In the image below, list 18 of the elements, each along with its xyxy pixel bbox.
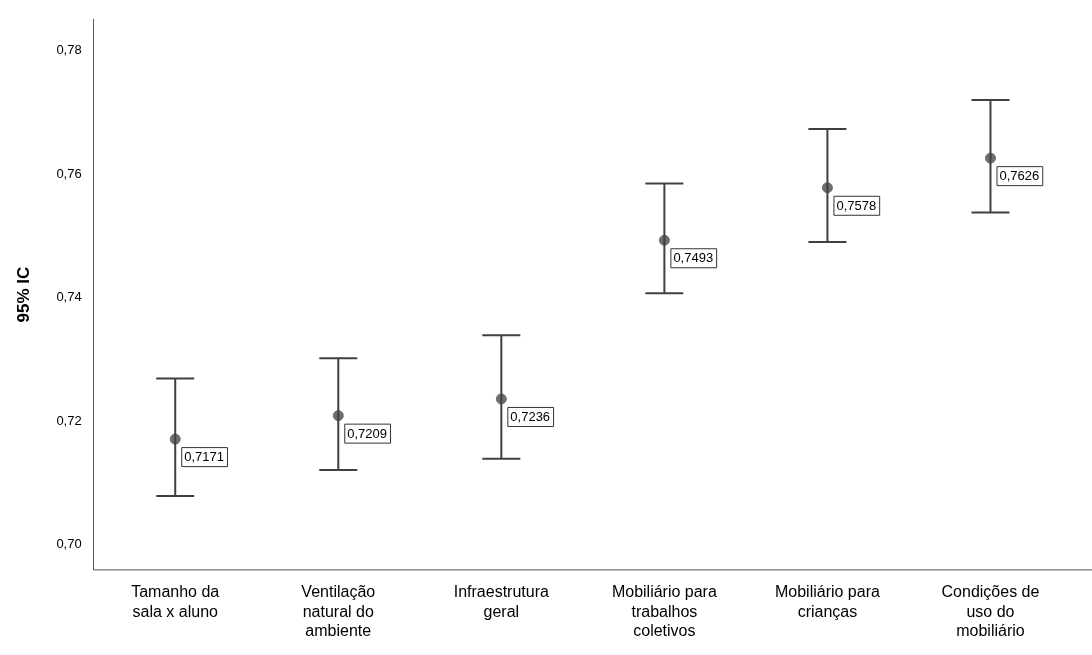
x-tick-label: Infraestrutura geral (453, 583, 550, 620)
x-tick-label: Tamanho da sala x aluno (131, 583, 220, 620)
data-label: 0,7626 (999, 168, 1040, 184)
x-tick-label: Ventilação natural do ambiente (301, 583, 376, 639)
data-label: 0,7171 (184, 449, 224, 465)
data-label: 0,7209 (347, 425, 388, 441)
data-label: 0,7493 (673, 250, 714, 266)
y-tick-label: 0,74 (56, 289, 82, 305)
y-tick-label: 0,76 (56, 165, 82, 181)
data-label: 0,7236 (510, 409, 551, 425)
data-label: 0,7578 (836, 197, 877, 213)
x-tick-label: Condições de uso do mobiliário (941, 583, 1040, 639)
x-tick-label: Mobiliário para crianças (774, 583, 880, 620)
y-tick-label: 0,78 (56, 42, 82, 58)
y-axis-title: 95% IC (13, 266, 33, 323)
x-tick-label: Mobiliário para trabalhos coletivos (611, 583, 717, 639)
y-tick-label: 0,70 (56, 536, 82, 552)
y-tick-label: 0,72 (56, 412, 82, 428)
